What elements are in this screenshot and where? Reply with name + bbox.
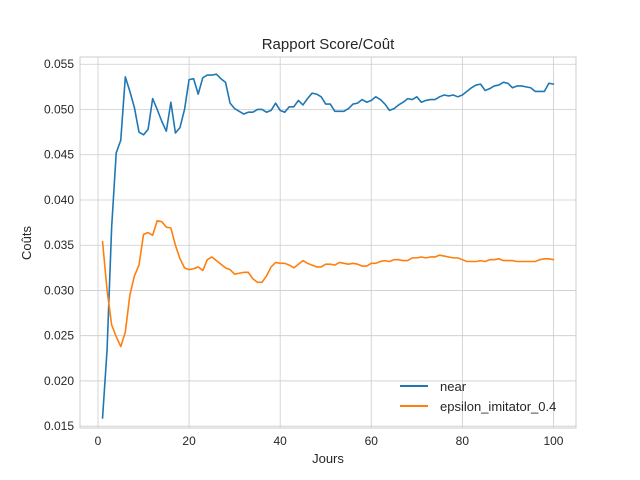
y-tick-label: 0.055	[44, 57, 74, 71]
plot-frame	[79, 56, 577, 429]
y-tick-label: 0.040	[44, 193, 74, 207]
x-axis-label: Jours	[312, 451, 344, 466]
x-tick-label: 60	[365, 434, 379, 448]
y-axis-label: Coûts	[19, 226, 34, 260]
x-tick-label: 100	[543, 434, 563, 448]
x-tick-label: 0	[95, 434, 102, 448]
series-lines	[101, 73, 555, 419]
y-tick-label: 0.035	[44, 238, 74, 252]
y-tick-label: 0.045	[44, 148, 74, 162]
x-tick-label: 40	[273, 434, 287, 448]
x-tick-label: 80	[456, 434, 470, 448]
legend-label-near: near	[440, 379, 467, 394]
x-tick-label: 20	[182, 434, 196, 448]
series-line-epsilon-imitator	[101, 219, 555, 348]
y-tick-label: 0.025	[44, 329, 74, 343]
y-tick-label: 0.050	[44, 102, 74, 116]
legend-label-epsilon: epsilon_imitator_0.4	[440, 399, 556, 414]
x-axis-ticks: 0 20 40 60 80 100	[95, 434, 564, 448]
grid	[80, 57, 576, 428]
y-axis-ticks: 0.015 0.020 0.025 0.030 0.035 0.040 0.045 0.050…	[44, 57, 74, 433]
plot-area	[80, 57, 576, 428]
chart-title: Rapport Score/Coût	[262, 36, 395, 53]
legend: near epsilon_imitator_0.4	[400, 379, 556, 414]
y-tick-label: 0.030	[44, 283, 74, 297]
y-tick-label: 0.020	[44, 374, 74, 388]
y-tick-label: 0.015	[44, 419, 74, 433]
series-line-near	[101, 73, 555, 419]
